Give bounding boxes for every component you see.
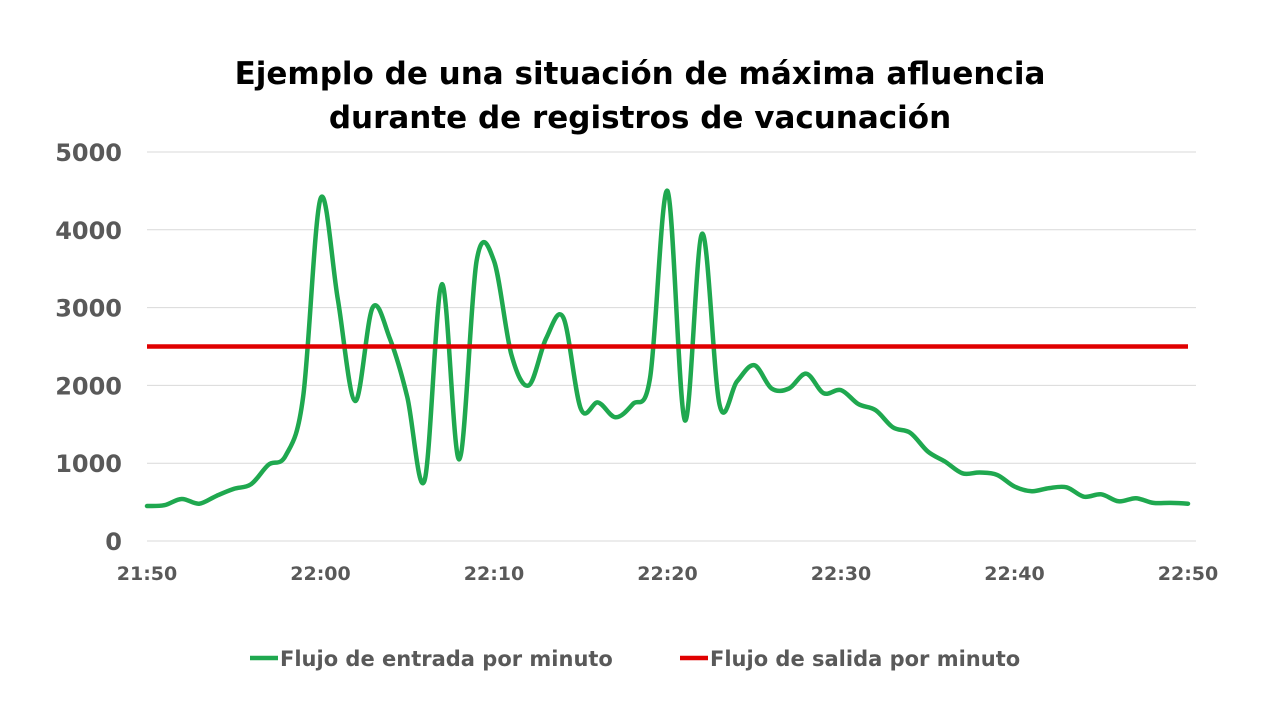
x-tick-label: 22:50 [1158, 563, 1218, 585]
chart-title-line-1: Ejemplo de una situación de máxima aflue… [234, 56, 1046, 92]
x-tick-label: 22:30 [811, 563, 871, 585]
y-tick-label: 5000 [55, 139, 122, 167]
gridlines [147, 151, 1196, 542]
legend-label: Flujo de entrada por minuto [280, 647, 613, 671]
legend-item-salida: Flujo de salida por minuto [680, 647, 1020, 671]
y-axis-ticks: 0 1000 2000 3000 4000 5000 [55, 139, 122, 556]
y-tick-label: 0 [105, 528, 122, 556]
legend-label: Flujo de salida por minuto [710, 647, 1020, 671]
y-tick-label: 1000 [55, 450, 122, 478]
legend-item-entrada: Flujo de entrada por minuto [250, 647, 613, 671]
legend: Flujo de entrada por minuto Flujo de sali… [250, 647, 1020, 671]
chart-title-line-2: durante de registros de vacunación [328, 100, 952, 136]
x-tick-label: 22:10 [464, 563, 524, 585]
x-tick-label: 21:50 [117, 563, 177, 585]
x-tick-label: 22:00 [290, 563, 350, 585]
chart-title: Ejemplo de una situación de máxima aflue… [0, 52, 1280, 140]
x-tick-label: 22:40 [984, 563, 1044, 585]
y-tick-label: 4000 [55, 217, 122, 245]
y-tick-label: 2000 [55, 372, 122, 400]
series-lines [144, 188, 1191, 509]
series-line-entrada [144, 188, 1191, 509]
x-tick-label: 22:20 [637, 563, 697, 585]
y-tick-label: 3000 [55, 295, 122, 323]
x-axis-ticks: 21:50 22:00 22:10 22:20 22:30 22:40 22:50 [117, 563, 1218, 585]
